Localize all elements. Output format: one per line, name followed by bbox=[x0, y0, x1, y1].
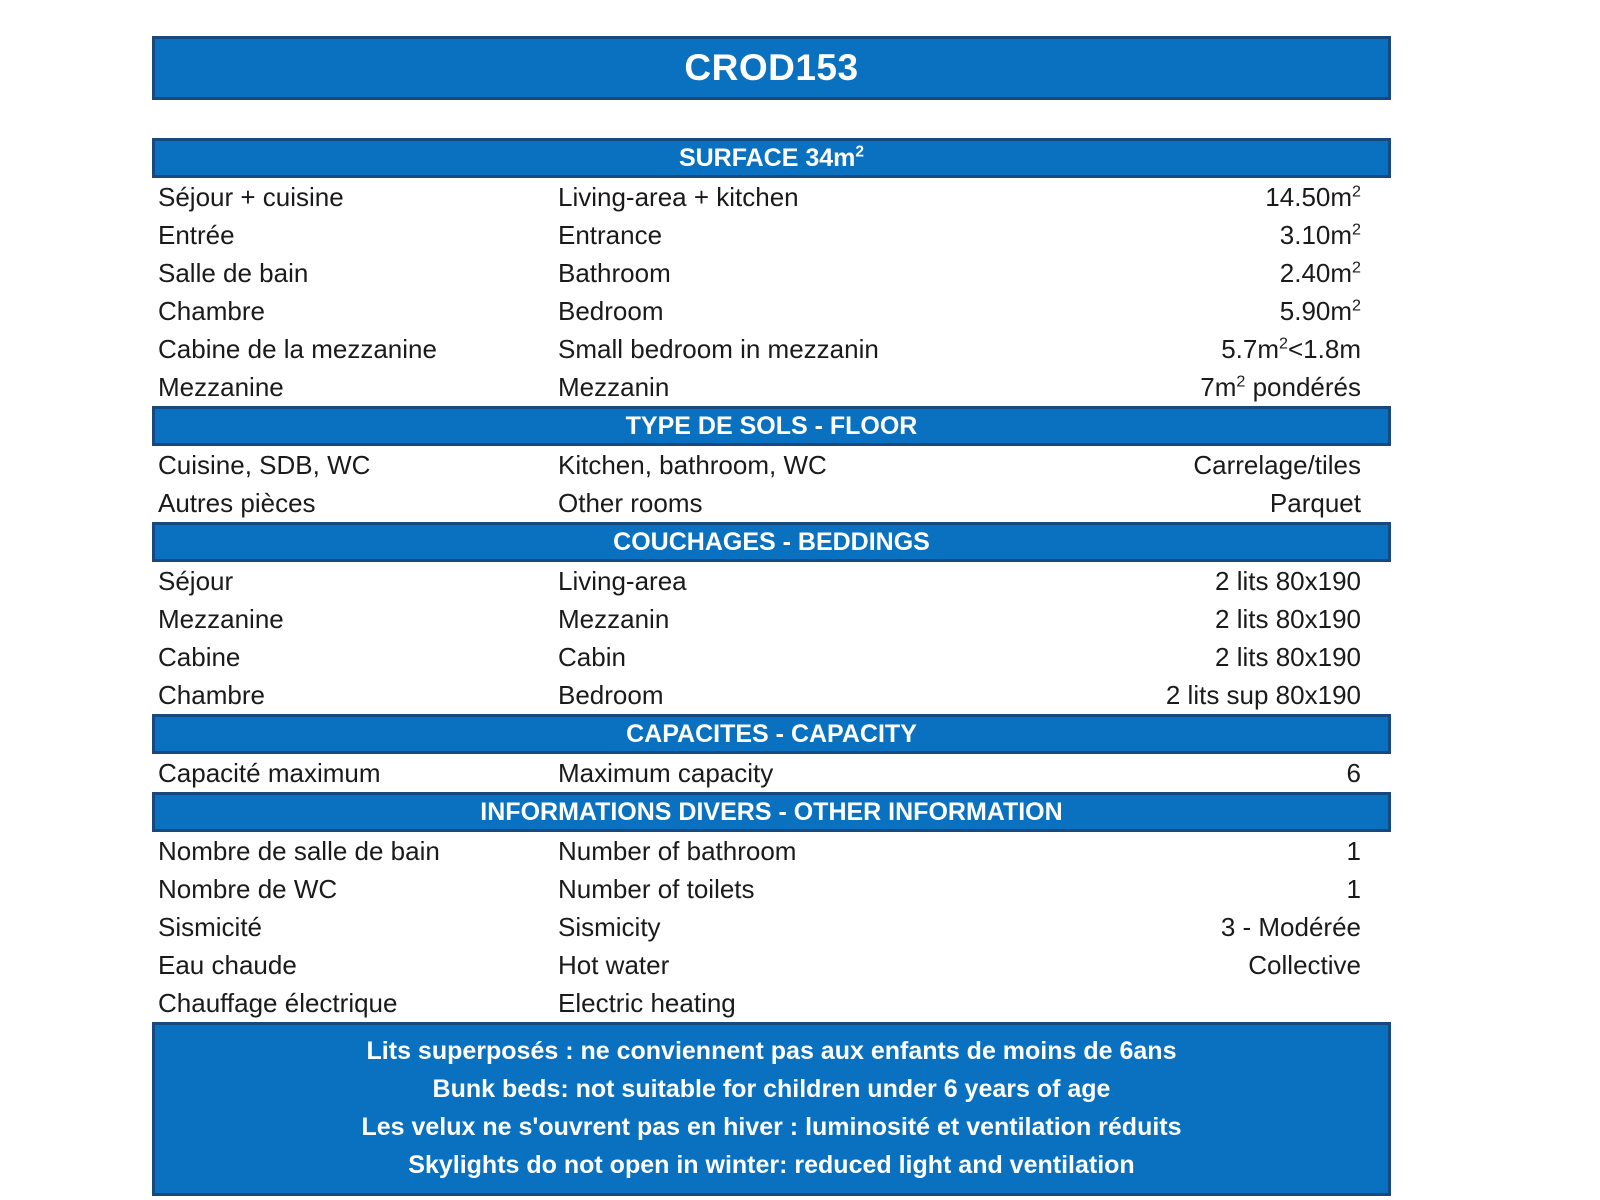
row-label-fr: Sismicité bbox=[158, 911, 263, 942]
table-row: Chauffage électrique Electric heating bbox=[152, 984, 1391, 1022]
section-title: COUCHAGES - BEDDINGS bbox=[613, 527, 930, 556]
page-title: CROD153 bbox=[684, 47, 859, 88]
row-value: 2 lits 80x190 bbox=[1215, 603, 1361, 634]
row-label-en: Bathroom bbox=[558, 257, 671, 288]
section-header-surface: SURFACE 34m2 bbox=[152, 138, 1391, 178]
table-row: Eau chaude Hot water Collective bbox=[152, 946, 1391, 984]
row-label-fr: Nombre de salle de bain bbox=[158, 835, 440, 866]
footer-note: Lits superposés : ne conviennent pas aux… bbox=[366, 1037, 1177, 1065]
table-row: Autres pièces Other rooms Parquet bbox=[152, 484, 1391, 522]
section-header-capacity: CAPACITES - CAPACITY bbox=[152, 714, 1391, 754]
row-label-fr: Autres pièces bbox=[158, 487, 316, 518]
row-value: 5.90m2 bbox=[1279, 295, 1361, 326]
row-value: 7m2 pondérés bbox=[1200, 371, 1361, 402]
row-label-en: Electric heating bbox=[558, 987, 736, 1018]
property-info-sheet: CROD153 SURFACE 34m2 Séjour + cuisine Li… bbox=[152, 36, 1391, 1196]
row-label-fr: Nombre de WC bbox=[158, 873, 338, 904]
row-label-fr: Capacité maximum bbox=[158, 757, 381, 788]
row-value: 2.40m2 bbox=[1279, 257, 1361, 288]
row-label-fr: Mezzanine bbox=[158, 371, 284, 402]
row-value: Parquet bbox=[1269, 487, 1361, 518]
row-label-fr: Mezzanine bbox=[158, 603, 284, 634]
section-floor: TYPE DE SOLS - FLOOR Cuisine, SDB, WC Ki… bbox=[152, 406, 1391, 522]
row-value: 1 bbox=[1346, 873, 1361, 904]
section-other-information: INFORMATIONS DIVERS - OTHER INFORMATION … bbox=[152, 792, 1391, 1022]
row-value: 3.10m2 bbox=[1279, 219, 1361, 250]
table-row: Cuisine, SDB, WC Kitchen, bathroom, WC C… bbox=[152, 446, 1391, 484]
row-value: 14.50m2 bbox=[1265, 181, 1361, 212]
table-row: Séjour + cuisine Living-area + kitchen 1… bbox=[152, 178, 1391, 216]
table-row: Entrée Entrance 3.10m2 bbox=[152, 216, 1391, 254]
section-header-floor: TYPE DE SOLS - FLOOR bbox=[152, 406, 1391, 446]
table-row: Sismicité Sismicity 3 - Modérée bbox=[152, 908, 1391, 946]
section-title: TYPE DE SOLS - FLOOR bbox=[625, 411, 918, 440]
table-row: Salle de bain Bathroom 2.40m2 bbox=[152, 254, 1391, 292]
row-label-en: Sismicity bbox=[558, 911, 661, 942]
row-value: 2 lits sup 80x190 bbox=[1165, 679, 1361, 710]
row-label-en: Maximum capacity bbox=[558, 757, 774, 788]
table-row: Nombre de salle de bain Number of bathro… bbox=[152, 832, 1391, 870]
table-row: Mezzanine Mezzanin 2 lits 80x190 bbox=[152, 600, 1391, 638]
row-label-en: Other rooms bbox=[558, 487, 703, 518]
row-label-en: Bedroom bbox=[558, 679, 664, 710]
row-label-fr: Entrée bbox=[158, 219, 235, 250]
row-value: 2 lits 80x190 bbox=[1215, 565, 1361, 596]
table-row: Chambre Bedroom 2 lits sup 80x190 bbox=[152, 676, 1391, 714]
row-value: 6 bbox=[1346, 757, 1361, 788]
header-banner: CROD153 bbox=[152, 36, 1391, 100]
row-label-fr: Chambre bbox=[158, 679, 265, 710]
section-surface: SURFACE 34m2 Séjour + cuisine Living-are… bbox=[152, 138, 1391, 406]
section-title: SURFACE 34m2 bbox=[678, 143, 865, 172]
row-value: 1 bbox=[1346, 835, 1361, 866]
row-value: Carrelage/tiles bbox=[1193, 449, 1361, 480]
row-label-fr: Cabine bbox=[158, 641, 241, 672]
row-label-en: Living-area bbox=[558, 565, 687, 596]
row-label-en: Mezzanin bbox=[558, 371, 670, 402]
row-label-fr: Eau chaude bbox=[158, 949, 297, 980]
row-value: Collective bbox=[1248, 949, 1361, 980]
table-row: Cabine de la mezzanine Small bedroom in … bbox=[152, 330, 1391, 368]
row-label-en: Entrance bbox=[558, 219, 663, 250]
row-label-en: Bedroom bbox=[558, 295, 664, 326]
row-label-fr: Séjour bbox=[158, 565, 234, 596]
row-label-fr: Salle de bain bbox=[158, 257, 309, 288]
section-title: INFORMATIONS DIVERS - OTHER INFORMATION bbox=[480, 797, 1063, 826]
table-row: Mezzanine Mezzanin 7m2 pondérés bbox=[152, 368, 1391, 406]
row-value: 2 lits 80x190 bbox=[1215, 641, 1361, 672]
footer-note: Les velux ne s'ouvrent pas en hiver : lu… bbox=[361, 1113, 1182, 1141]
table-row: Chambre Bedroom 5.90m2 bbox=[152, 292, 1391, 330]
table-row: Capacité maximum Maximum capacity 6 bbox=[152, 754, 1391, 792]
row-value: 5.7m2<1.8m bbox=[1221, 333, 1361, 364]
table-row: Séjour Living-area 2 lits 80x190 bbox=[152, 562, 1391, 600]
row-label-fr: Chambre bbox=[158, 295, 265, 326]
section-capacity: CAPACITES - CAPACITY Capacité maximum Ma… bbox=[152, 714, 1391, 792]
row-label-en: Small bedroom in mezzanin bbox=[558, 333, 879, 364]
row-label-en: Living-area + kitchen bbox=[558, 181, 799, 212]
footer-note: Skylights do not open in winter: reduced… bbox=[408, 1151, 1135, 1179]
section-header-beddings: COUCHAGES - BEDDINGS bbox=[152, 522, 1391, 562]
row-label-fr: Cabine de la mezzanine bbox=[158, 333, 437, 364]
section-beddings: COUCHAGES - BEDDINGS Séjour Living-area … bbox=[152, 522, 1391, 714]
footer-notes-banner: Lits superposés : ne conviennent pas aux… bbox=[152, 1022, 1391, 1196]
row-label-fr: Séjour + cuisine bbox=[158, 181, 344, 212]
section-header-other-information: INFORMATIONS DIVERS - OTHER INFORMATION bbox=[152, 792, 1391, 832]
row-label-en: Hot water bbox=[558, 949, 670, 980]
row-label-fr: Cuisine, SDB, WC bbox=[158, 449, 371, 480]
row-label-en: Cabin bbox=[558, 641, 626, 672]
footer-note: Bunk beds: not suitable for children und… bbox=[432, 1075, 1111, 1103]
row-value: 3 - Modérée bbox=[1220, 911, 1361, 942]
section-title: CAPACITES - CAPACITY bbox=[626, 719, 917, 748]
row-label-en: Mezzanin bbox=[558, 603, 670, 634]
table-row: Cabine Cabin 2 lits 80x190 bbox=[152, 638, 1391, 676]
table-row: Nombre de WC Number of toilets 1 bbox=[152, 870, 1391, 908]
row-label-en: Number of bathroom bbox=[558, 835, 797, 866]
row-label-en: Number of toilets bbox=[558, 873, 755, 904]
row-label-en: Kitchen, bathroom, WC bbox=[558, 449, 827, 480]
row-label-fr: Chauffage électrique bbox=[158, 987, 398, 1018]
